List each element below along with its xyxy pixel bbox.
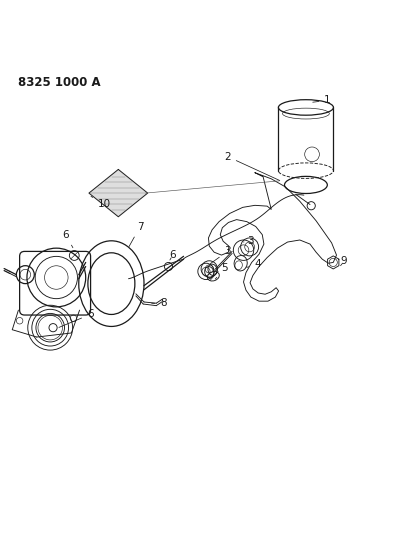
Text: 3: 3: [210, 246, 231, 264]
Text: 3: 3: [243, 236, 253, 246]
Text: 8325 1000 A: 8325 1000 A: [19, 76, 101, 88]
Text: 8: 8: [152, 298, 167, 309]
Text: 6: 6: [59, 310, 94, 327]
Text: 1: 1: [313, 95, 331, 106]
Text: 4: 4: [247, 260, 261, 269]
Polygon shape: [89, 169, 147, 217]
Text: 5: 5: [215, 263, 228, 279]
Text: 6: 6: [63, 230, 73, 248]
Text: 2: 2: [225, 152, 280, 181]
Text: 10: 10: [91, 196, 111, 209]
Text: 6: 6: [169, 251, 176, 260]
Text: 7: 7: [129, 222, 143, 247]
Text: 9: 9: [341, 256, 347, 266]
